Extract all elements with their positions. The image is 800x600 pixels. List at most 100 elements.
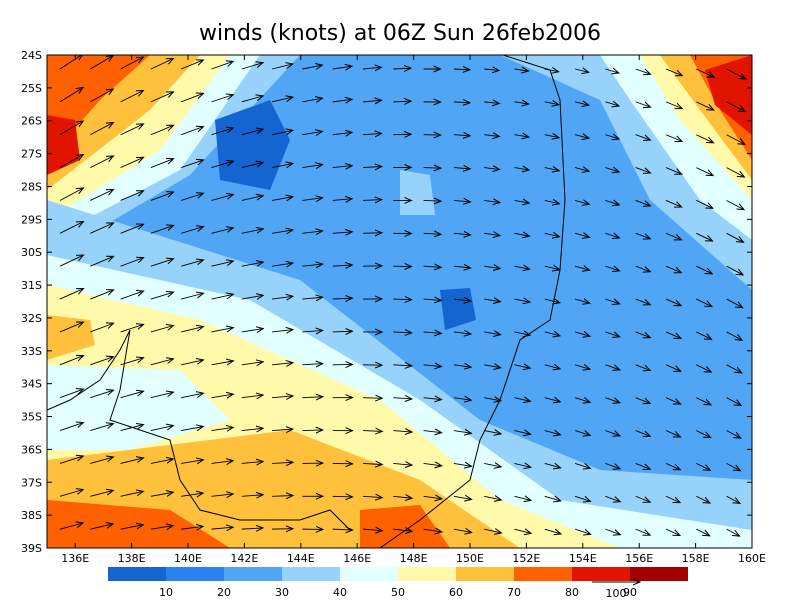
wind-arrow (574, 431, 590, 436)
wind-arrow (59, 289, 83, 300)
wind-arrow (272, 396, 293, 398)
wind-arrow (59, 489, 83, 497)
wind-arrow (181, 327, 203, 333)
wind-arrow (150, 92, 174, 103)
wind-arrow (211, 394, 234, 398)
wind-arrow (635, 331, 651, 338)
wind-arrow (423, 299, 442, 300)
wind-arrow (696, 101, 714, 110)
wind-arrow (59, 155, 83, 168)
colorbar-block (282, 567, 340, 581)
contour (47, 55, 150, 160)
lon-label: 152E (512, 552, 540, 565)
wind-arrow (453, 168, 470, 169)
wind-arrow (453, 135, 470, 136)
wind-arrow (484, 398, 501, 401)
wind-arrow (484, 562, 501, 566)
wind-arrow (120, 291, 144, 300)
wind-arrow (635, 397, 651, 404)
wind-arrow (362, 100, 382, 102)
wind-arrow (150, 125, 174, 136)
wind-arrow (393, 365, 412, 366)
wind-arrow (574, 168, 589, 172)
contour (400, 170, 435, 215)
colorbar-block (398, 567, 456, 581)
wind-arrow (362, 463, 382, 464)
lat-label: 28S (21, 180, 42, 193)
wind-arrow (211, 361, 234, 365)
wind-arrow (393, 529, 412, 531)
wind-arrow (665, 364, 681, 371)
contour (360, 505, 450, 548)
lon-label: 150E (456, 552, 484, 565)
wind-arrow (241, 96, 263, 103)
wind-arrow (453, 233, 471, 235)
wind-arrow (302, 397, 322, 398)
wind-arrow (423, 529, 442, 532)
wind-arrow (544, 69, 559, 72)
wind-arrow (665, 397, 681, 404)
wind-arrow (484, 463, 501, 466)
wind-arrow (484, 529, 501, 533)
wind-arrow (696, 265, 712, 274)
wind-arrow (696, 397, 711, 405)
lon-label: 140E (174, 552, 202, 565)
wind-arrow (665, 167, 682, 175)
wind-arrow (362, 398, 382, 399)
lat-label: 34S (21, 378, 42, 391)
wind-arrow (90, 357, 113, 366)
wind-arrow (181, 260, 203, 267)
colorbar-label: 30 (275, 586, 289, 599)
wind-arrow (59, 356, 83, 366)
colorbar-label: 90 (623, 586, 637, 599)
wind-arrow (59, 322, 83, 333)
wind-arrow (544, 365, 560, 369)
wind-arrow (484, 332, 500, 335)
wind-arrow (514, 299, 530, 302)
wind-arrow (635, 528, 650, 535)
wind-arrow (120, 124, 144, 136)
lat-label: 27S (21, 148, 42, 161)
wind-arrow (605, 332, 619, 337)
wind-arrow (453, 463, 472, 466)
wind-arrow (514, 135, 529, 137)
wind-arrow (120, 358, 144, 366)
colorbar-label: 70 (507, 586, 521, 599)
wind-arrow (59, 222, 83, 234)
wind-arrow (545, 562, 561, 567)
contour (47, 365, 230, 450)
lon-label: 136E (61, 552, 89, 565)
lat-label: 26S (21, 115, 42, 128)
wind-arrow (332, 166, 352, 168)
wind-arrow (696, 528, 709, 536)
wind-arrow (59, 121, 83, 136)
wind-arrow (150, 426, 174, 431)
wind-arrow (605, 102, 619, 106)
colorbar: 10 20 30 40 50 60 70 80 90 (108, 567, 688, 599)
wind-arrow (393, 299, 411, 300)
wind-arrow (362, 233, 382, 234)
wind-arrow (484, 102, 499, 104)
wind-arrow (605, 299, 619, 304)
wind-arrow (726, 430, 741, 439)
colorbar-block (340, 567, 398, 581)
wind-arrow (574, 69, 589, 72)
wind-arrow (120, 157, 144, 169)
wind-arrow (241, 462, 263, 464)
wind-arrow (120, 90, 144, 103)
wind-arrow (453, 529, 472, 532)
wind-arrow (453, 69, 470, 70)
wind-arrow (241, 129, 263, 136)
wind-arrow (423, 463, 442, 465)
wind-arrow (302, 364, 322, 365)
wind-arrow (90, 189, 113, 201)
wind-arrow (665, 430, 680, 437)
wind-arrow (696, 68, 714, 77)
wind-arrow (514, 529, 532, 533)
wind-arrow (332, 99, 352, 102)
wind-arrow (574, 299, 590, 303)
wind-arrow (696, 134, 713, 143)
wind-arrow (181, 293, 203, 300)
wind-arrow (59, 523, 83, 530)
wind-arrow (484, 168, 500, 170)
